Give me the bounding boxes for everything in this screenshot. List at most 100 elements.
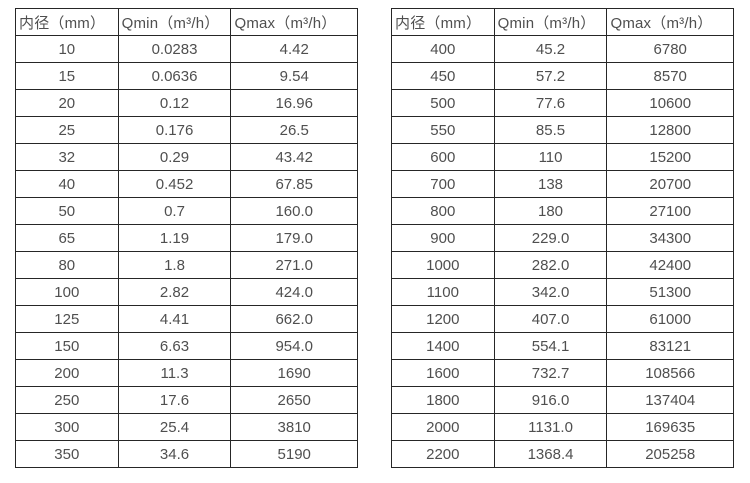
qmin-cell: 25.4 <box>117 413 232 441</box>
qmin-cell: 180 <box>493 197 608 225</box>
qmax-cell: 51300 <box>606 278 734 306</box>
qmin-cell: 11.3 <box>117 359 232 387</box>
diameter-column-header: 内径（mm） <box>15 8 119 36</box>
qmax-cell: 83121 <box>606 332 734 360</box>
diameter-cell: 65 <box>15 224 119 252</box>
qmax-cell: 3810 <box>230 413 358 441</box>
diameter-cell: 700 <box>391 170 495 198</box>
qmin-cell: 0.29 <box>117 143 232 171</box>
qmin-cell: 0.176 <box>117 116 232 144</box>
qmin-cell: 732.7 <box>493 359 608 387</box>
diameter-cell: 32 <box>15 143 119 171</box>
table-row: 1200 407.0 61000 <box>391 305 734 333</box>
table-row: 2000 1131.0 169635 <box>391 413 734 441</box>
qmin-cell: 407.0 <box>493 305 608 333</box>
table-row: 40 0.452 67.85 <box>15 170 358 198</box>
qmax-cell: 5190 <box>230 440 358 468</box>
table-row: 25 0.176 26.5 <box>15 116 358 144</box>
diameter-cell: 1600 <box>391 359 495 387</box>
qmax-column-header: Qmax（m³/h） <box>606 8 734 36</box>
diameter-cell: 1100 <box>391 278 495 306</box>
qmax-cell: 27100 <box>606 197 734 225</box>
table-row: 100 2.82 424.0 <box>15 278 358 306</box>
qmin-column-header: Qmin（m³/h） <box>493 8 608 36</box>
flow-table-small-diameters: 内径（mm） Qmin（m³/h） Qmax（m³/h） 10 0.0283 4.42 15… <box>15 8 358 468</box>
qmax-cell: 15200 <box>606 143 734 171</box>
diameter-cell: 500 <box>391 89 495 117</box>
qmax-cell: 954.0 <box>230 332 358 360</box>
table-row: 10 0.0283 4.42 <box>15 35 358 63</box>
table-row: 900 229.0 34300 <box>391 224 734 252</box>
diameter-cell: 300 <box>15 413 119 441</box>
diameter-cell: 10 <box>15 35 119 63</box>
table-row: 1000 282.0 42400 <box>391 251 734 279</box>
qmax-cell: 8570 <box>606 62 734 90</box>
table-row: 125 4.41 662.0 <box>15 305 358 333</box>
diameter-cell: 600 <box>391 143 495 171</box>
diameter-cell: 400 <box>391 35 495 63</box>
qmax-cell: 108566 <box>606 359 734 387</box>
diameter-cell: 100 <box>15 278 119 306</box>
table-row: 150 6.63 954.0 <box>15 332 358 360</box>
qmax-cell: 42400 <box>606 251 734 279</box>
qmin-cell: 110 <box>493 143 608 171</box>
table-row: 1800 916.0 137404 <box>391 386 734 414</box>
diameter-cell: 200 <box>15 359 119 387</box>
qmax-cell: 61000 <box>606 305 734 333</box>
qmax-cell: 9.54 <box>230 62 358 90</box>
diameter-cell: 1200 <box>391 305 495 333</box>
qmax-cell: 10600 <box>606 89 734 117</box>
table-row: 800 180 27100 <box>391 197 734 225</box>
qmax-cell: 67.85 <box>230 170 358 198</box>
qmin-cell: 77.6 <box>493 89 608 117</box>
table-row: 550 85.5 12800 <box>391 116 734 144</box>
table-row: 1400 554.1 83121 <box>391 332 734 360</box>
diameter-cell: 1400 <box>391 332 495 360</box>
diameter-cell: 80 <box>15 251 119 279</box>
qmax-cell: 6780 <box>606 35 734 63</box>
qmax-cell: 4.42 <box>230 35 358 63</box>
flow-rate-tables-container: 内径（mm） Qmin（m³/h） Qmax（m³/h） 10 0.0283 4.42 15… <box>15 8 734 468</box>
qmax-cell: 169635 <box>606 413 734 441</box>
table-row: 20 0.12 16.96 <box>15 89 358 117</box>
qmin-cell: 17.6 <box>117 386 232 414</box>
diameter-cell: 2200 <box>391 440 495 468</box>
diameter-cell: 2000 <box>391 413 495 441</box>
diameter-cell: 450 <box>391 62 495 90</box>
qmax-cell: 2650 <box>230 386 358 414</box>
qmin-cell: 85.5 <box>493 116 608 144</box>
table-row: 80 1.8 271.0 <box>15 251 358 279</box>
qmax-cell: 1690 <box>230 359 358 387</box>
qmin-cell: 916.0 <box>493 386 608 414</box>
table-row: 50 0.7 160.0 <box>15 197 358 225</box>
qmin-cell: 0.7 <box>117 197 232 225</box>
header-row: 内径（mm） Qmin（m³/h） Qmax（m³/h） <box>391 8 734 36</box>
diameter-column-header: 内径（mm） <box>391 8 495 36</box>
table-row: 1600 732.7 108566 <box>391 359 734 387</box>
diameter-cell: 550 <box>391 116 495 144</box>
qmin-cell: 554.1 <box>493 332 608 360</box>
table-row: 200 11.3 1690 <box>15 359 358 387</box>
qmax-column-header: Qmax（m³/h） <box>230 8 358 36</box>
qmin-cell: 1131.0 <box>493 413 608 441</box>
qmin-cell: 0.12 <box>117 89 232 117</box>
table-row: 700 138 20700 <box>391 170 734 198</box>
diameter-cell: 125 <box>15 305 119 333</box>
diameter-cell: 25 <box>15 116 119 144</box>
diameter-cell: 150 <box>15 332 119 360</box>
diameter-cell: 50 <box>15 197 119 225</box>
diameter-cell: 350 <box>15 440 119 468</box>
qmin-cell: 0.0636 <box>117 62 232 90</box>
qmin-cell: 0.452 <box>117 170 232 198</box>
qmin-cell: 1.8 <box>117 251 232 279</box>
diameter-cell: 900 <box>391 224 495 252</box>
qmax-cell: 43.42 <box>230 143 358 171</box>
qmax-cell: 12800 <box>606 116 734 144</box>
qmin-cell: 6.63 <box>117 332 232 360</box>
diameter-cell: 800 <box>391 197 495 225</box>
qmax-cell: 205258 <box>606 440 734 468</box>
qmin-cell: 57.2 <box>493 62 608 90</box>
qmax-cell: 160.0 <box>230 197 358 225</box>
table-row: 500 77.6 10600 <box>391 89 734 117</box>
qmin-cell: 2.82 <box>117 278 232 306</box>
